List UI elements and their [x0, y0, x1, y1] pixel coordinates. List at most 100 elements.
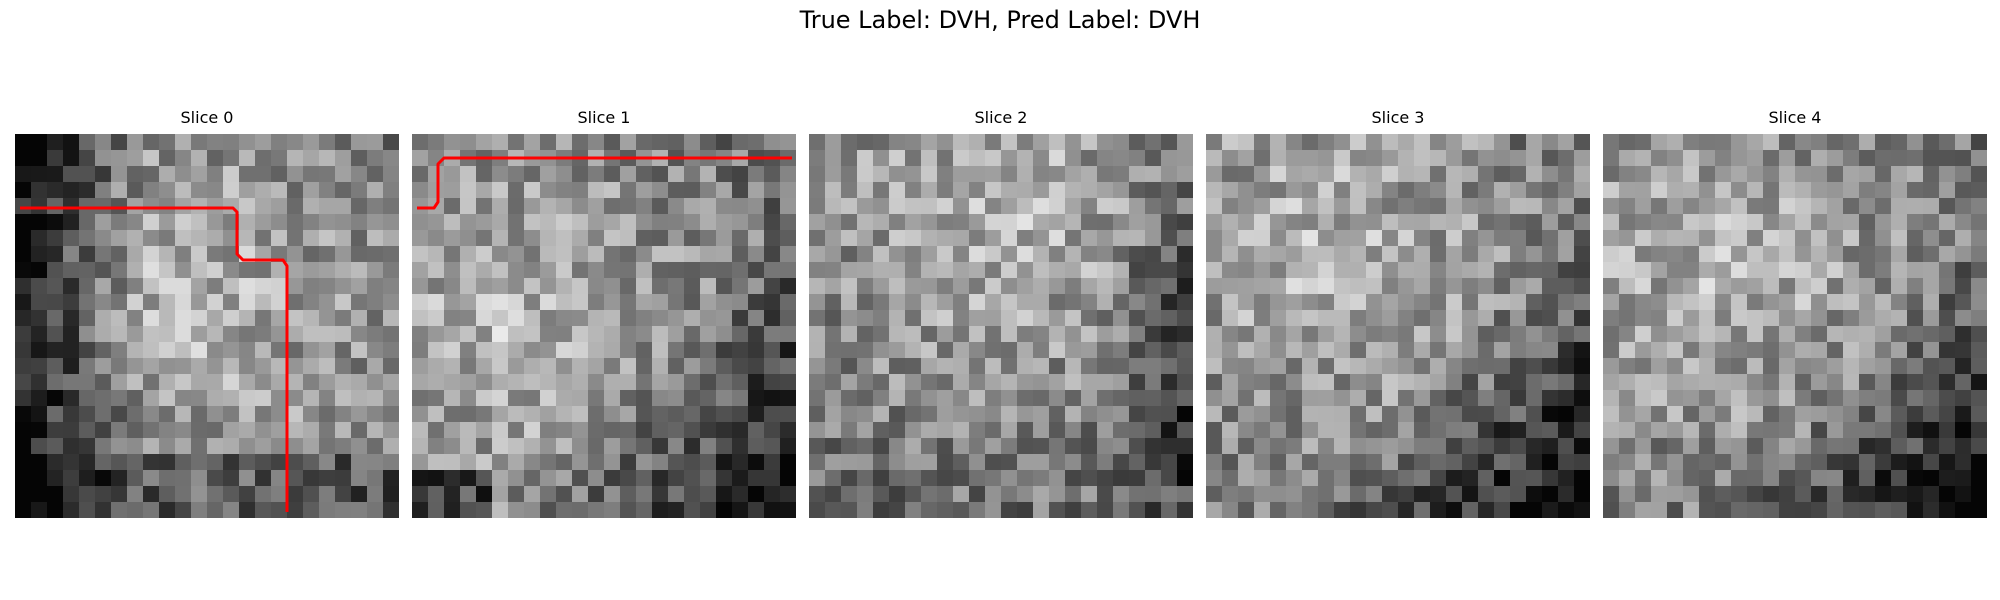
- pixel: [921, 198, 938, 215]
- pixel: [79, 230, 96, 247]
- pixel: [540, 230, 557, 247]
- pixel: [1923, 230, 1940, 247]
- pixel: [428, 438, 445, 455]
- pixel: [1145, 486, 1162, 503]
- pixel: [1414, 502, 1431, 518]
- pixel: [1558, 326, 1575, 343]
- pixel: [1747, 166, 1764, 183]
- slice-title-0: Slice 0: [180, 108, 234, 127]
- pixel: [556, 246, 573, 263]
- pixel: [1779, 470, 1796, 487]
- pixel: [556, 406, 573, 423]
- pixel: [351, 214, 368, 231]
- pixel: [937, 470, 954, 487]
- pixel: [604, 278, 621, 295]
- pixel: [175, 326, 192, 343]
- pixel: [492, 278, 509, 295]
- pixel: [1302, 182, 1319, 199]
- pixel: [367, 294, 384, 311]
- pixel: [1510, 358, 1527, 375]
- pixel: [1795, 278, 1812, 295]
- pixel: [1478, 422, 1495, 439]
- pixel: [588, 486, 605, 503]
- pixel: [764, 422, 781, 439]
- pixel: [15, 326, 32, 343]
- pixel: [47, 502, 64, 518]
- pixel: [1667, 294, 1684, 311]
- pixel: [809, 246, 826, 263]
- pixel: [191, 390, 208, 407]
- pixel: [1683, 470, 1700, 487]
- pixel: [1177, 406, 1193, 423]
- pixel: [412, 166, 429, 183]
- pixel: [1619, 310, 1636, 327]
- pixel: [985, 278, 1002, 295]
- pixel: [1859, 438, 1876, 455]
- pixel: [460, 470, 477, 487]
- pixel: [764, 246, 781, 263]
- pixel: [63, 262, 80, 279]
- pixel: [540, 294, 557, 311]
- pixel: [287, 422, 304, 439]
- pixel: [1334, 134, 1351, 151]
- pixel: [383, 310, 399, 327]
- pixel: [1001, 454, 1018, 471]
- pixel: [1542, 374, 1559, 391]
- pixel: [476, 230, 493, 247]
- pixel: [1222, 182, 1239, 199]
- pixel: [1113, 230, 1130, 247]
- pixel: [889, 502, 906, 518]
- pixel: [207, 150, 224, 167]
- pixel: [668, 326, 685, 343]
- pixel: [905, 246, 922, 263]
- pixel: [1667, 214, 1684, 231]
- pixel: [1286, 262, 1303, 279]
- pixel: [825, 486, 842, 503]
- pixel: [1558, 246, 1575, 263]
- pixel: [937, 310, 954, 327]
- pixel: [620, 390, 637, 407]
- pixel: [271, 150, 288, 167]
- pixel: [809, 502, 826, 518]
- pixel: [985, 454, 1002, 471]
- pixel: [127, 486, 144, 503]
- pixel: [111, 326, 128, 343]
- pixel: [1955, 374, 1972, 391]
- pixel: [367, 246, 384, 263]
- pixel: [1859, 326, 1876, 343]
- pixel: [127, 358, 144, 375]
- pixel: [1113, 246, 1130, 263]
- pixel: [47, 294, 64, 311]
- pixel: [1430, 422, 1447, 439]
- pixel: [604, 166, 621, 183]
- pixel: [764, 230, 781, 247]
- pixel: [1177, 134, 1193, 151]
- pixel: [428, 502, 445, 518]
- pixel: [1494, 166, 1511, 183]
- pixel: [63, 486, 80, 503]
- pixel: [1334, 278, 1351, 295]
- pixel: [1603, 454, 1620, 471]
- pixel: [1017, 214, 1034, 231]
- pixel: [732, 502, 749, 518]
- pixel: [921, 486, 938, 503]
- pixel: [1574, 294, 1590, 311]
- pixel: [383, 390, 399, 407]
- pixel: [953, 374, 970, 391]
- pixel: [1811, 374, 1828, 391]
- pixel: [604, 502, 621, 518]
- pixel: [79, 502, 96, 518]
- pixel: [1683, 214, 1700, 231]
- pixel: [207, 214, 224, 231]
- pixel: [969, 166, 986, 183]
- pixel: [1318, 278, 1335, 295]
- pixel: [1129, 374, 1146, 391]
- pixel: [460, 454, 477, 471]
- pixel: [444, 390, 461, 407]
- pixel: [1414, 486, 1431, 503]
- pixel: [969, 438, 986, 455]
- pixel: [239, 214, 256, 231]
- pixel: [1254, 326, 1271, 343]
- pixel: [1779, 438, 1796, 455]
- pixel: [1222, 278, 1239, 295]
